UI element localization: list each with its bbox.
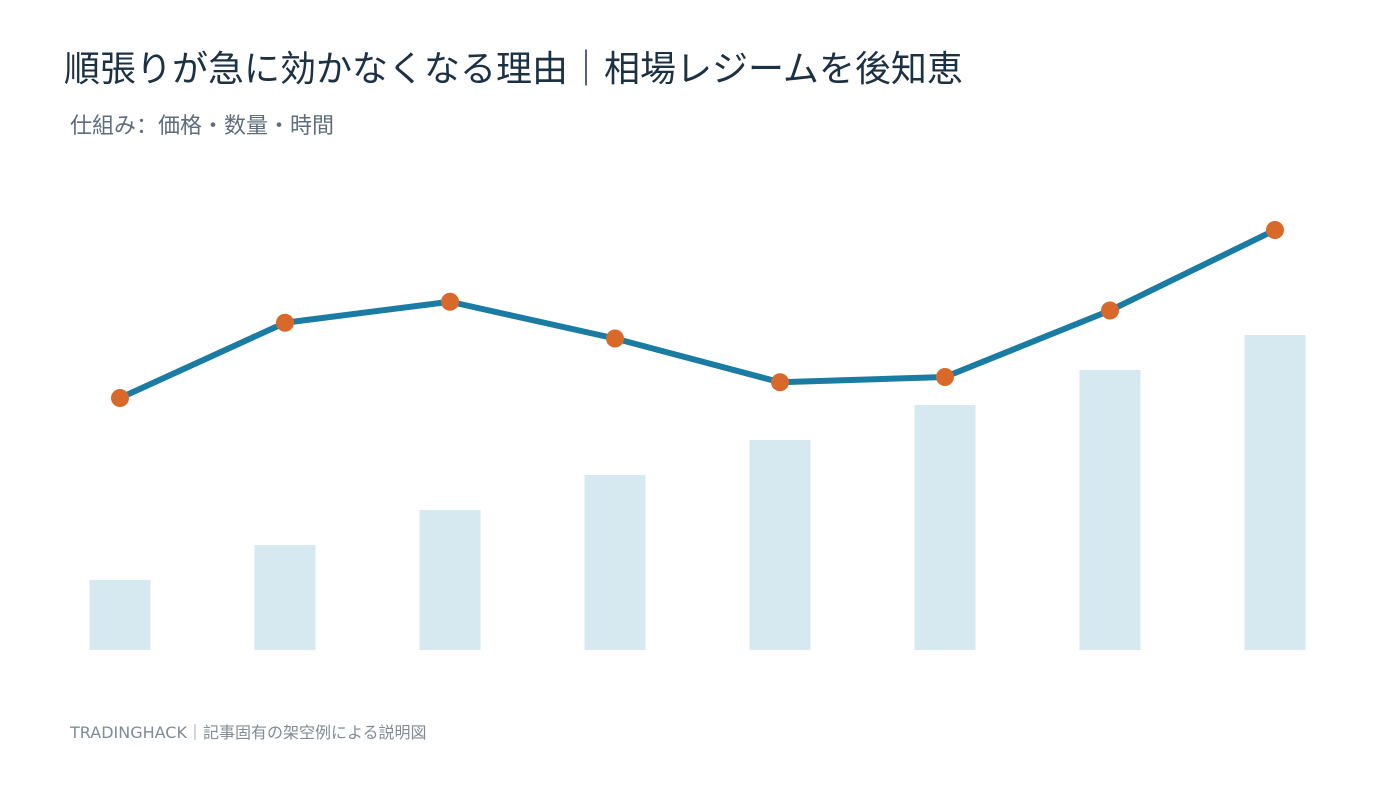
bar-series bbox=[89, 335, 1306, 650]
chart-subtitle: 仕組み：価格・数量・時間 bbox=[70, 114, 335, 139]
bar-7 bbox=[1079, 370, 1141, 650]
bar-8 bbox=[1244, 335, 1306, 650]
chart-title: 順張りが急に効かなくなる理由｜相場レジームを後知恵 bbox=[64, 49, 963, 90]
line-point-1 bbox=[111, 389, 129, 407]
bar-1 bbox=[89, 580, 151, 650]
line-point-7 bbox=[1101, 301, 1119, 320]
line-point-4 bbox=[606, 329, 624, 348]
bar-4 bbox=[584, 475, 646, 650]
bar-3 bbox=[419, 510, 481, 650]
line-point-5 bbox=[771, 373, 789, 392]
line-point-3 bbox=[441, 292, 459, 311]
line-series bbox=[117, 227, 1278, 401]
series-line bbox=[117, 227, 1278, 401]
bar-2 bbox=[254, 545, 316, 650]
bar-5 bbox=[749, 440, 811, 650]
line-point-6 bbox=[936, 368, 954, 386]
line-point-8 bbox=[1266, 221, 1284, 239]
bar-6 bbox=[914, 405, 976, 650]
footer-credit: TRADINGHACK｜記事固有の架空例による説明図 bbox=[70, 723, 427, 742]
line-point-2 bbox=[276, 313, 294, 332]
marker-series bbox=[111, 221, 1284, 407]
